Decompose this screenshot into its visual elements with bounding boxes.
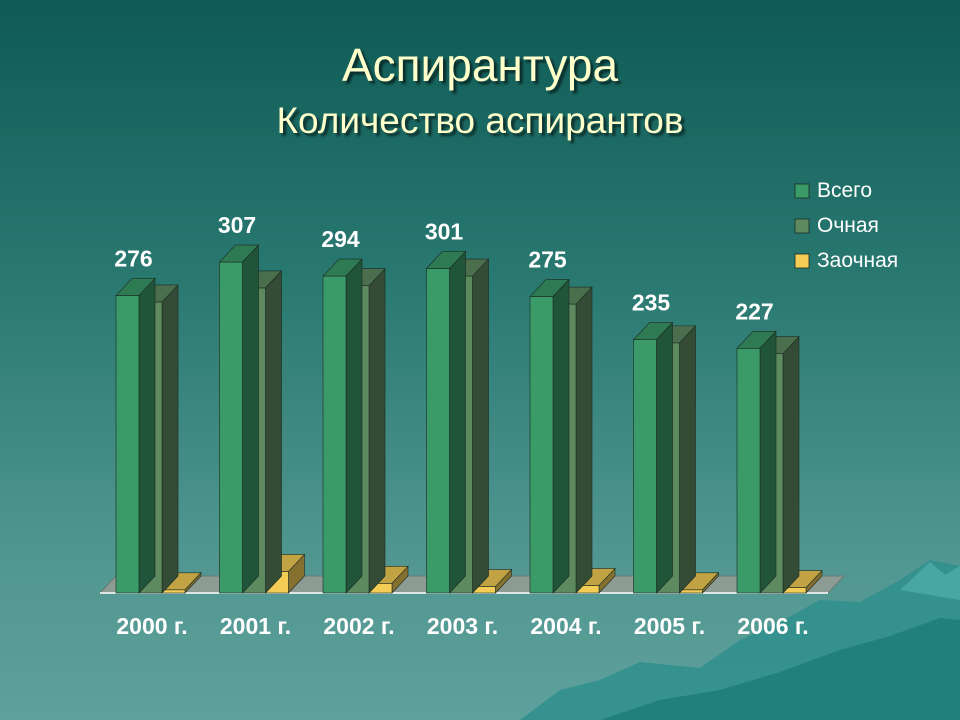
data-label: 301 xyxy=(425,218,464,244)
x-tick-label: 2006 г. xyxy=(737,613,808,639)
x-tick-label: 2002 г. xyxy=(323,613,394,639)
x-tick-label: 2005 г. xyxy=(634,613,705,639)
bar-3-1 xyxy=(161,572,202,594)
data-label: 275 xyxy=(528,247,567,273)
bar-3-7 xyxy=(782,569,823,594)
x-tick-label: 2001 г. xyxy=(220,613,291,639)
legend-label: Всего xyxy=(817,179,872,202)
legend-entry: Всего xyxy=(794,179,872,202)
data-label: 294 xyxy=(321,226,360,252)
bar-1-5 xyxy=(529,278,570,594)
data-label: 276 xyxy=(114,245,152,271)
bar-3-6 xyxy=(678,572,720,594)
data-label: 235 xyxy=(632,290,671,316)
x-tick-label: 2004 г. xyxy=(530,613,601,639)
legend-entry: Заочная xyxy=(794,249,898,272)
x-tick-label: 2003 г. xyxy=(427,613,498,639)
bar-1-3 xyxy=(322,258,363,594)
data-label: 227 xyxy=(735,298,773,324)
bar-1-6 xyxy=(632,321,674,594)
slide-subtitle: Количество аспирантов xyxy=(276,100,684,141)
bar-1-2 xyxy=(218,244,260,594)
legend-entry: Очная xyxy=(794,214,879,237)
bar-1-1 xyxy=(115,277,156,594)
x-tick-label: 2000 г. xyxy=(116,613,187,639)
bar-1-7 xyxy=(736,330,777,594)
slide-title: Аспирантура xyxy=(341,39,619,91)
bar-1-4 xyxy=(425,250,467,594)
legend-label: Заочная xyxy=(817,249,898,272)
legend-label: Очная xyxy=(817,214,879,237)
data-label: 307 xyxy=(218,212,256,238)
